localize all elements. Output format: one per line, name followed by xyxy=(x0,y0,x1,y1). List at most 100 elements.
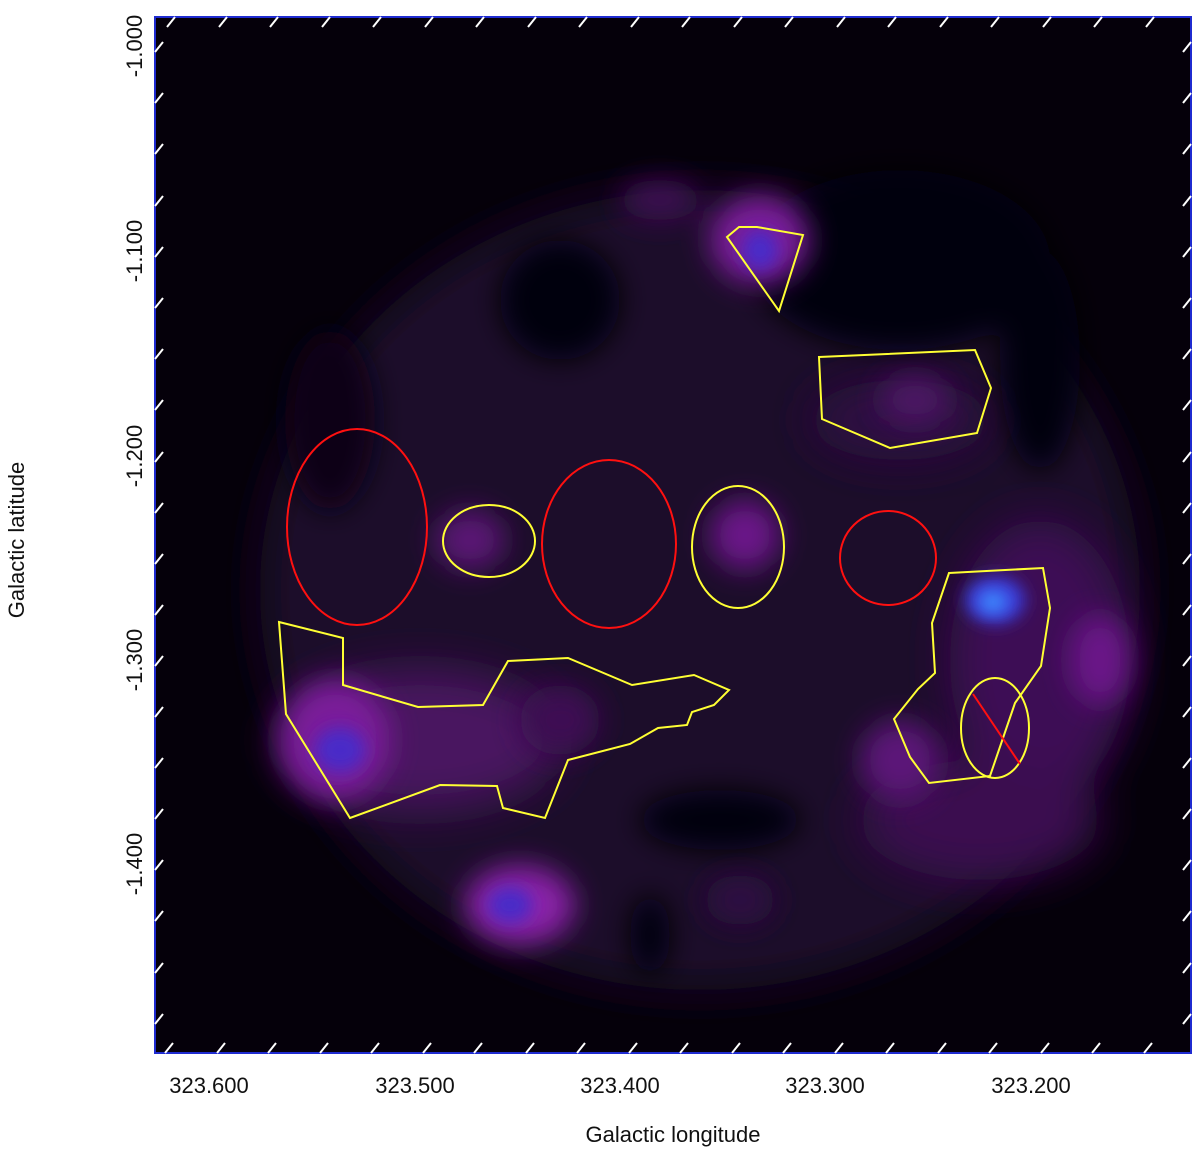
x-tick-mark xyxy=(836,16,846,28)
region-ellipse-2 xyxy=(691,485,785,609)
y-tick-mark xyxy=(1182,655,1192,667)
x-tick-mark xyxy=(679,1042,689,1054)
y-tick-mark xyxy=(1182,706,1192,718)
y-tick-mark xyxy=(1182,246,1192,258)
x-tick-mark xyxy=(887,16,897,28)
x-tick-mark xyxy=(937,1042,947,1054)
y-tick-mark xyxy=(154,1013,164,1025)
y-tick-mark xyxy=(1182,553,1192,565)
y-tick-mark xyxy=(154,399,164,411)
region-polygon-top xyxy=(725,226,805,314)
x-tick-mark xyxy=(834,1042,844,1054)
y-tick-label: -1.000 xyxy=(122,15,147,77)
region-polygon-right xyxy=(892,566,1052,785)
y-tick-labels: -1.000 -1.100 -1.200 -1.300 -1.400 xyxy=(122,15,147,895)
x-tick-labels: 323.600 323.500 323.400 323.300 323.200 xyxy=(169,1073,1071,1098)
y-tick-mark xyxy=(1182,604,1192,616)
x-tick-mark xyxy=(1042,16,1052,28)
y-tick-mark xyxy=(154,451,164,463)
x-tick-mark xyxy=(784,16,794,28)
y-tick-mark xyxy=(154,604,164,616)
y-tick-mark xyxy=(1182,399,1192,411)
y-tick-mark xyxy=(154,706,164,718)
x-tick-mark xyxy=(269,16,279,28)
y-tick-mark xyxy=(1182,92,1192,104)
y-tick-mark xyxy=(1182,808,1192,820)
x-tick-mark xyxy=(782,1042,792,1054)
plot-frame xyxy=(154,16,1192,1054)
x-tick-label: 323.200 xyxy=(991,1073,1071,1098)
y-tick-mark xyxy=(154,910,164,922)
region-polygon-upper-right xyxy=(817,348,993,450)
x-tick-mark xyxy=(576,1042,586,1054)
x-tick-mark xyxy=(372,16,382,28)
y-tick-mark xyxy=(1182,143,1192,155)
y-tick-mark xyxy=(154,195,164,207)
x-tick-mark xyxy=(1040,1042,1050,1054)
x-tick-mark xyxy=(885,1042,895,1054)
x-tick-mark xyxy=(475,16,485,28)
y-tick-mark xyxy=(1182,297,1192,309)
x-tick-mark xyxy=(164,1042,174,1054)
x-tick-mark xyxy=(525,1042,535,1054)
y-tick-mark xyxy=(154,41,164,53)
y-tick-mark xyxy=(1182,348,1192,360)
x-axis-title: Galactic longitude xyxy=(586,1122,761,1147)
y-tick-mark xyxy=(1182,962,1192,974)
y-tick-label: -1.100 xyxy=(122,220,147,282)
x-tick-mark xyxy=(319,1042,329,1054)
y-tick-mark xyxy=(1182,910,1192,922)
y-tick-mark xyxy=(154,808,164,820)
y-tick-mark xyxy=(1182,451,1192,463)
x-tick-mark xyxy=(731,1042,741,1054)
y-tick-mark xyxy=(154,348,164,360)
x-tick-mark xyxy=(1093,16,1103,28)
source-regions xyxy=(277,226,1052,820)
y-tick-mark xyxy=(154,502,164,514)
y-tick-mark xyxy=(1182,502,1192,514)
y-tick-mark xyxy=(1182,41,1192,53)
x-tick-label: 323.600 xyxy=(169,1073,249,1098)
y-tick-mark xyxy=(1182,859,1192,871)
region-polygon-lower-left xyxy=(277,620,731,820)
y-tick-mark xyxy=(1182,757,1192,769)
region-ellipse-3 xyxy=(960,677,1030,779)
background-regions xyxy=(286,428,1021,765)
x-tick-mark xyxy=(527,16,537,28)
y-tick-label: -1.300 xyxy=(122,629,147,691)
x-tick-mark xyxy=(321,16,331,28)
background-ellipse-3 xyxy=(839,510,937,606)
y-tick-label: -1.200 xyxy=(122,425,147,487)
background-ellipse-2 xyxy=(541,459,677,629)
y-axis-title: Galactic latitude xyxy=(4,462,29,619)
intensity-image xyxy=(155,17,1191,1053)
y-tick-label: -1.400 xyxy=(122,833,147,895)
y-tick-mark xyxy=(154,553,164,565)
x-tick-mark xyxy=(267,1042,277,1054)
x-tick-mark xyxy=(990,16,1000,28)
x-tick-mark xyxy=(216,1042,226,1054)
y-tick-mark xyxy=(154,92,164,104)
x-tick-mark xyxy=(628,1042,638,1054)
x-tick-label: 323.400 xyxy=(580,1073,660,1098)
y-tick-mark xyxy=(154,143,164,155)
x-tick-label: 323.500 xyxy=(375,1073,455,1098)
y-tick-mark xyxy=(154,297,164,309)
y-tick-mark xyxy=(154,757,164,769)
x-tick-mark xyxy=(939,16,949,28)
region-ellipse-1 xyxy=(442,504,536,578)
x-tick-mark xyxy=(578,16,588,28)
y-tick-mark xyxy=(154,859,164,871)
x-tick-mark xyxy=(370,1042,380,1054)
x-tick-mark xyxy=(733,16,743,28)
y-tick-mark xyxy=(1182,195,1192,207)
y-tick-mark xyxy=(154,655,164,667)
x-tick-mark xyxy=(473,1042,483,1054)
x-tick-mark xyxy=(166,16,176,28)
y-tick-mark xyxy=(1182,1013,1192,1025)
x-tick-mark xyxy=(424,16,434,28)
tick-marks xyxy=(154,16,1192,1054)
x-tick-mark xyxy=(630,16,640,28)
x-tick-mark xyxy=(681,16,691,28)
